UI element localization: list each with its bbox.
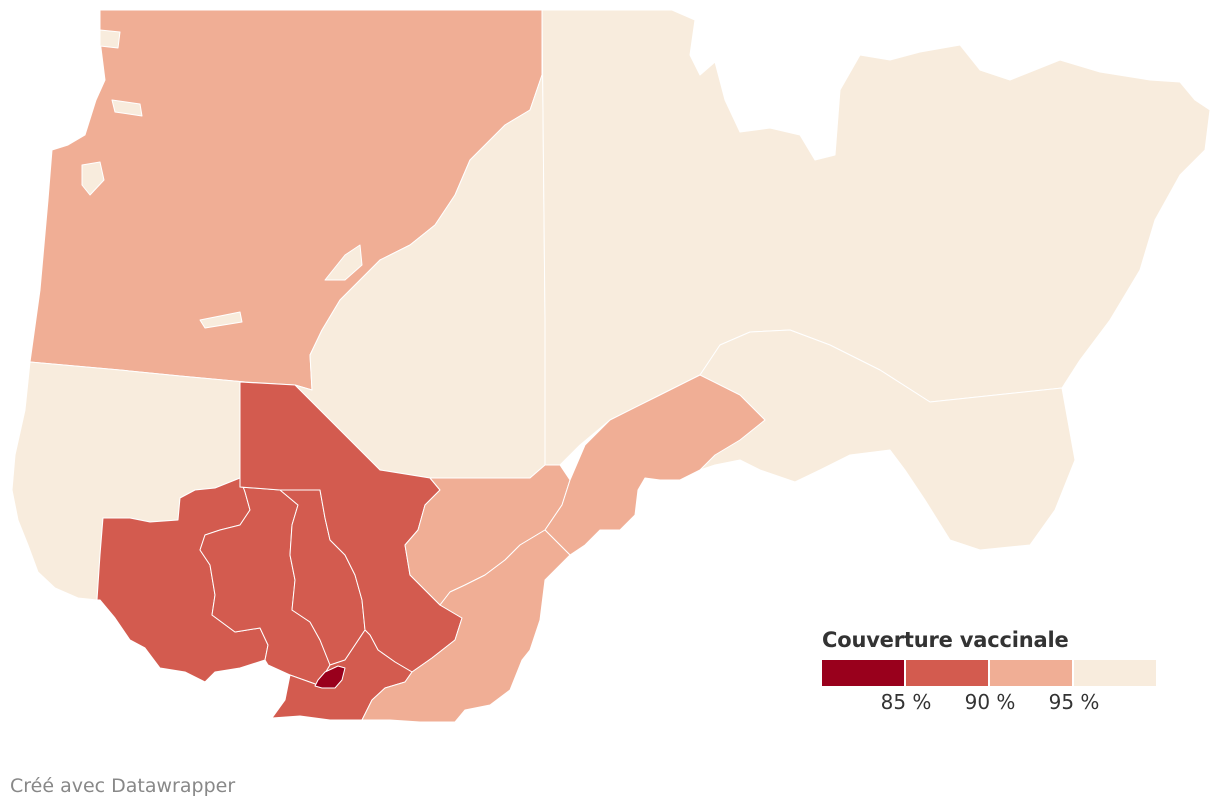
region-ville[interactable] xyxy=(314,665,346,689)
legend-tick-label: 95 % xyxy=(1048,690,1100,714)
legend-tick-label: 90 % xyxy=(964,690,1016,714)
legend-swatch xyxy=(822,660,904,686)
lake xyxy=(111,99,143,117)
legend-tick-label: 85 % xyxy=(880,690,932,714)
legend-swatch xyxy=(990,660,1072,686)
legend: Couverture vaccinale 85 % 90 % 95 % xyxy=(822,628,1162,716)
choropleth-map xyxy=(11,9,1211,723)
region-estuaire[interactable] xyxy=(544,374,766,556)
region-sud-est[interactable] xyxy=(361,529,571,723)
legend-color-bar xyxy=(822,660,1156,686)
credit-text: Créé avec Datawrapper xyxy=(10,775,236,797)
lake xyxy=(199,311,243,329)
lake xyxy=(81,161,105,196)
legend-swatch xyxy=(906,660,988,686)
legend-ticks: 85 % 90 % 95 % xyxy=(822,690,1156,716)
lake xyxy=(99,29,121,49)
lake xyxy=(324,244,363,281)
legend-swatch xyxy=(1074,660,1156,686)
legend-title: Couverture vaccinale xyxy=(822,628,1069,652)
